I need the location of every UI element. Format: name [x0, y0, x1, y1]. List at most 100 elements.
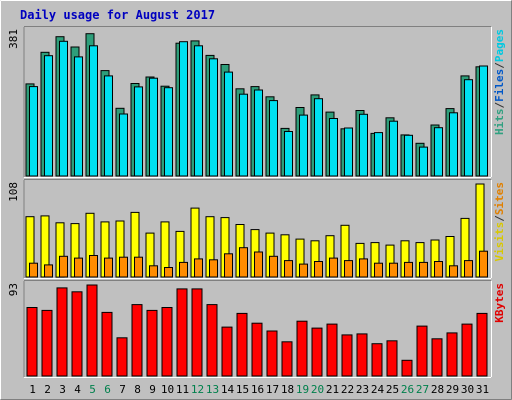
- day-axis-labels: 1 2 3 4 5 6 7 8 9 10 11 12 13 14 15 16 17 18 19 20 21 22 23 24 2…: [29, 383, 489, 396]
- bar-sites-day-27: [419, 261, 428, 278]
- day-label-16: 16: [251, 383, 264, 396]
- bar-files-day-31: [479, 65, 488, 177]
- day-label-3: 3: [59, 383, 66, 396]
- bar-files-day-5: [89, 45, 98, 177]
- bar-kbytes-day-2: [41, 309, 53, 377]
- bar-files-day-19: [299, 114, 308, 177]
- panel-legend: Hits/Files/Pages: [493, 29, 506, 135]
- day-label-27: 27: [416, 383, 429, 396]
- bar-files-day-28: [434, 127, 443, 177]
- day-label-17: 17: [266, 383, 279, 396]
- bar-files-day-12: [194, 45, 203, 177]
- bar-kbytes-day-1: [26, 307, 38, 377]
- bar-files-day-14: [224, 71, 233, 177]
- bar-sites-day-25: [389, 262, 398, 278]
- bar-sites-day-31: [479, 250, 488, 278]
- bar-sites-day-17: [269, 255, 278, 278]
- bar-files-day-25: [389, 120, 398, 177]
- legend-entry: Files: [493, 69, 506, 102]
- day-label-20: 20: [311, 383, 324, 396]
- bar-files-day-20: [314, 98, 323, 177]
- bar-kbytes-day-11: [176, 288, 188, 377]
- legend-entry: /: [493, 102, 506, 109]
- panel-bars: [26, 284, 488, 377]
- bar-sites-day-7: [119, 256, 128, 278]
- legend-entry: Visits: [493, 222, 506, 262]
- day-label-6: 6: [104, 383, 111, 396]
- bar-sites-day-5: [89, 255, 98, 278]
- panel-legend: Visits/Sites: [493, 182, 506, 262]
- day-label-5: 5: [89, 383, 96, 396]
- panel-bars: [25, 33, 488, 177]
- bar-kbytes-day-27: [416, 325, 428, 377]
- bar-kbytes-day-6: [101, 311, 113, 377]
- bar-kbytes-day-7: [116, 337, 128, 377]
- panel-bars: [25, 183, 488, 278]
- day-label-9: 9: [149, 383, 156, 396]
- bar-files-day-13: [209, 58, 218, 177]
- bar-kbytes-day-30: [461, 323, 473, 377]
- day-label-13: 13: [206, 383, 219, 396]
- day-label-7: 7: [119, 383, 126, 396]
- bar-sites-day-11: [179, 261, 188, 278]
- bar-sites-day-18: [284, 260, 293, 278]
- bar-kbytes-day-15: [236, 312, 248, 377]
- bar-kbytes-day-12: [191, 288, 203, 377]
- day-label-24: 24: [371, 383, 385, 396]
- day-label-4: 4: [74, 383, 81, 396]
- bar-sites-day-30: [464, 260, 473, 278]
- bar-kbytes-day-4: [71, 291, 83, 377]
- bar-sites-day-22: [344, 260, 353, 278]
- bar-files-day-26: [404, 134, 413, 177]
- bar-files-day-21: [329, 118, 338, 177]
- bar-kbytes-day-26: [401, 359, 413, 377]
- day-label-22: 22: [341, 383, 354, 396]
- day-label-11: 11: [176, 383, 189, 396]
- bar-sites-day-9: [149, 265, 158, 278]
- legend-entry: Sites: [493, 182, 506, 215]
- panel-kbytes: 93 KBytes: [7, 280, 506, 378]
- bar-kbytes-day-9: [146, 309, 158, 377]
- day-label-8: 8: [134, 383, 141, 396]
- bar-files-day-22: [344, 127, 353, 177]
- bar-sites-day-19: [299, 263, 308, 278]
- day-label-2: 2: [44, 383, 51, 396]
- day-label-29: 29: [446, 383, 459, 396]
- bar-files-day-23: [359, 113, 368, 177]
- bar-files-day-17: [269, 100, 278, 177]
- bar-kbytes-day-20: [311, 327, 323, 377]
- bar-sites-day-10: [164, 267, 173, 278]
- bar-sites-day-1: [29, 262, 38, 278]
- bar-sites-day-21: [329, 257, 338, 278]
- bar-files-day-30: [464, 79, 473, 177]
- bar-kbytes-day-14: [221, 326, 233, 377]
- day-label-25: 25: [386, 383, 399, 396]
- bar-files-day-4: [74, 56, 83, 177]
- bar-files-day-7: [119, 113, 128, 177]
- day-label-15: 15: [236, 383, 249, 396]
- bar-files-day-18: [284, 131, 293, 177]
- panel-visits-sites: 108 Visits/Sites: [7, 179, 506, 279]
- bar-files-day-1: [29, 86, 38, 177]
- bar-kbytes-day-24: [371, 343, 383, 377]
- chart-title: Daily usage for August 2017: [20, 8, 215, 22]
- day-label-28: 28: [431, 383, 444, 396]
- bar-kbytes-day-25: [386, 340, 398, 377]
- day-label-1: 1: [29, 383, 36, 396]
- day-label-31: 31: [476, 383, 489, 396]
- day-label-18: 18: [281, 383, 294, 396]
- legend-entry: Hits: [493, 109, 506, 136]
- bar-sites-day-24: [374, 262, 383, 278]
- bar-sites-day-14: [224, 253, 233, 278]
- bar-kbytes-day-3: [56, 287, 68, 377]
- bar-files-day-6: [104, 75, 113, 177]
- day-label-10: 10: [161, 383, 174, 396]
- bar-sites-day-3: [59, 255, 68, 278]
- bar-files-day-8: [134, 86, 143, 177]
- bar-sites-day-20: [314, 261, 323, 278]
- bar-kbytes-day-21: [326, 323, 338, 377]
- legend-entry: /: [493, 215, 506, 222]
